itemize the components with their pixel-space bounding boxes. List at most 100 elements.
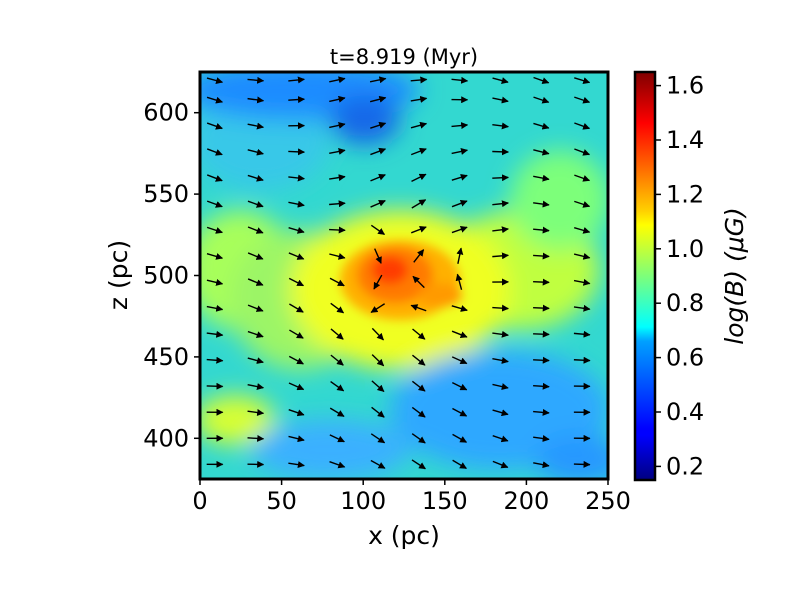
- field-arrow: [451, 122, 469, 130]
- field-arrow: [288, 277, 305, 287]
- field-arrow: [206, 77, 224, 84]
- field-arrow: [370, 147, 387, 156]
- field-arrow: [573, 460, 591, 468]
- field-arrow: [206, 279, 224, 286]
- field-arrow: [329, 95, 346, 103]
- field-arrow: [329, 461, 346, 469]
- field-arrow: [247, 76, 265, 84]
- colorbar-gradient: [633, 70, 657, 482]
- field-arrow: [573, 278, 591, 286]
- colorbar: 0.2 0.4 0.6 0.8 1.0 1.2 1.4 1.6 log(B) (μG): [633, 70, 749, 482]
- field-arrow: [412, 328, 426, 340]
- field-arrow: [533, 330, 550, 338]
- field-arrow: [374, 248, 382, 264]
- field-arrow: [533, 122, 550, 130]
- field-arrow: [451, 173, 468, 181]
- field-arrow: [411, 406, 426, 418]
- field-arrow: [492, 409, 509, 417]
- field-arrow: [492, 200, 509, 208]
- field-arrow: [452, 459, 467, 470]
- field-arrow: [411, 459, 426, 470]
- field-arrow: [288, 461, 305, 469]
- field-arrow: [247, 304, 264, 312]
- colorbar-tick-label: 0.8: [666, 289, 704, 317]
- x-tick-label: 150: [422, 487, 468, 515]
- field-arrow: [247, 357, 264, 364]
- colorbar-tick-label: 1.2: [666, 180, 704, 208]
- field-arrow: [288, 408, 305, 417]
- field-arrow: [456, 247, 464, 264]
- field-arrow: [492, 383, 509, 390]
- y-tick-label: 500: [143, 262, 189, 290]
- field-arrow: [330, 302, 345, 314]
- field-arrow: [574, 200, 591, 208]
- field-arrow: [451, 147, 469, 155]
- field-arrow: [573, 330, 591, 338]
- field-arrow: [247, 200, 264, 208]
- field-arrow: [247, 96, 265, 104]
- field-region-bottom-right: [535, 435, 608, 479]
- field-arrow: [247, 278, 264, 286]
- field-arrow: [289, 303, 304, 313]
- field-arrow: [370, 199, 386, 208]
- y-tick-label: 450: [143, 343, 189, 371]
- y-tick-label: 550: [143, 180, 189, 208]
- field-arrow: [369, 76, 387, 84]
- field-arrow: [533, 435, 550, 442]
- field-arrow: [329, 200, 346, 208]
- field-arrow: [288, 252, 305, 260]
- field-peak-core: [372, 256, 408, 284]
- field-arrow: [289, 329, 304, 339]
- field-arrow: [492, 77, 509, 84]
- colorbar-tick-label: 1.6: [666, 72, 704, 100]
- x-tick-label: 0: [192, 487, 207, 515]
- y-axis: 400 450 500 550 600: [143, 99, 200, 452]
- field-arrow: [370, 121, 387, 129]
- field-arrow: [492, 330, 509, 338]
- x-tick-label: 250: [585, 487, 631, 515]
- field-arrow: [411, 173, 427, 182]
- field-arrow: [573, 252, 591, 260]
- y-tick-label: 400: [143, 424, 189, 452]
- field-arrow: [452, 407, 468, 417]
- field-arrow: [533, 304, 550, 312]
- field-arrow: [533, 96, 550, 104]
- field-arrow: [410, 147, 427, 156]
- field-arrow: [288, 174, 305, 182]
- field-arrow: [206, 200, 223, 208]
- field-arrow: [455, 273, 463, 290]
- field-arrow: [533, 76, 550, 85]
- field-arrow: [533, 252, 550, 260]
- field-arrow: [371, 380, 385, 393]
- x-tick-label: 50: [266, 487, 297, 515]
- field-arrow: [329, 226, 346, 234]
- field-arrow: [247, 252, 264, 260]
- field-arrow: [411, 199, 427, 209]
- field-arrow: [492, 460, 509, 469]
- field-arrow: [247, 226, 264, 234]
- field-arrow: [206, 148, 223, 156]
- field-arrow: [329, 121, 346, 129]
- field-arrow: [206, 330, 224, 338]
- field-arrow: [573, 304, 591, 312]
- colorbar-tick-label: 1.4: [666, 126, 704, 154]
- field-arrow: [206, 356, 224, 364]
- heatmap-area: [200, 72, 608, 479]
- field-arrow: [411, 380, 426, 392]
- field-arrow: [574, 122, 591, 130]
- field-arrow: [206, 122, 223, 130]
- field-arrow: [288, 355, 304, 365]
- field-arrow: [410, 304, 427, 312]
- field-arrow: [533, 461, 550, 469]
- field-arrow: [206, 226, 223, 234]
- field-arrow: [329, 174, 346, 182]
- field-arrow: [329, 277, 345, 287]
- field-arrow: [533, 174, 550, 182]
- field-region-bottom-blue: [250, 420, 410, 479]
- field-region-lower-left: [200, 395, 275, 445]
- field-arrow: [492, 122, 509, 130]
- field-arrow: [413, 249, 425, 263]
- field-arrow: [329, 252, 346, 260]
- field-region-top-dark: [330, 95, 400, 145]
